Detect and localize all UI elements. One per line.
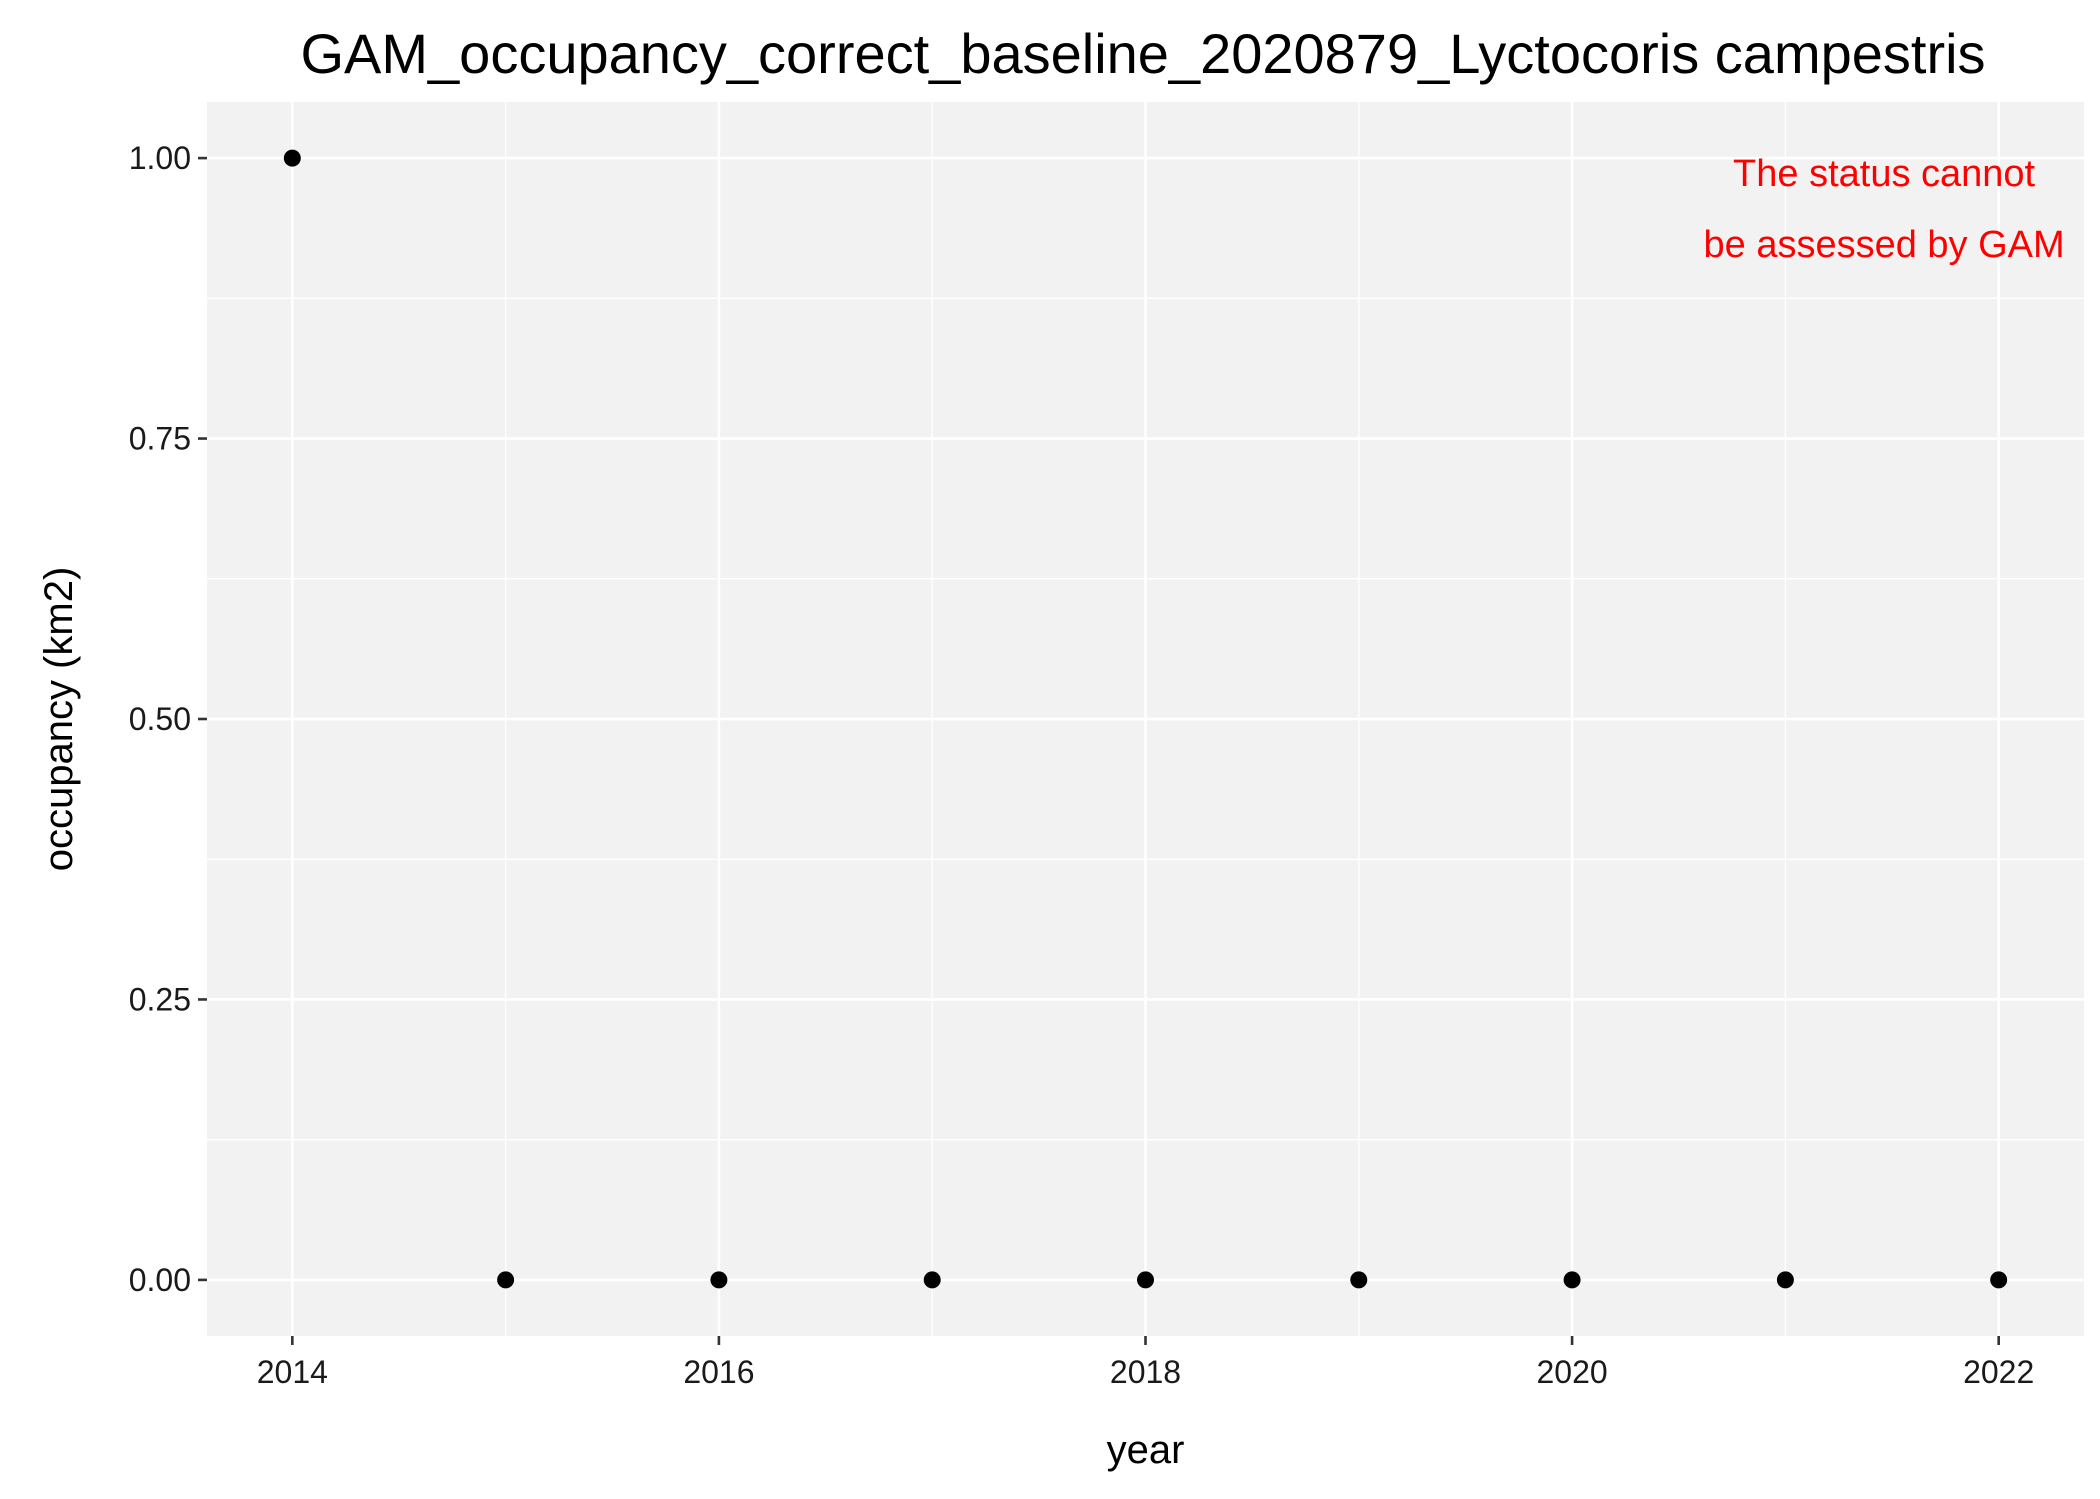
axis-ticks: 2014 2016 2018 2020 2022 0.00 0.25 0.50 0.75 1.00 bbox=[129, 140, 2035, 1390]
y-tick-label: 0.75 bbox=[129, 421, 191, 457]
data-point bbox=[923, 1271, 941, 1289]
y-tick-label: 1.00 bbox=[129, 140, 191, 176]
data-point bbox=[1563, 1271, 1581, 1289]
data-point bbox=[1776, 1271, 1794, 1289]
annotation-line-1: The status cannot bbox=[1733, 153, 2036, 195]
y-axis-title: occupancy (km2) bbox=[37, 567, 81, 872]
data-point bbox=[1350, 1271, 1368, 1289]
data-point bbox=[710, 1271, 728, 1289]
x-tick-label: 2022 bbox=[1963, 1354, 2034, 1390]
annotation-line-2: be assessed by GAM bbox=[1704, 224, 2065, 266]
data-point bbox=[497, 1271, 515, 1289]
x-axis-title: year bbox=[1107, 1428, 1185, 1472]
x-tick-label: 2016 bbox=[683, 1354, 754, 1390]
data-point bbox=[283, 149, 301, 167]
x-tick-label: 2020 bbox=[1536, 1354, 1607, 1390]
data-point bbox=[1137, 1271, 1154, 1289]
data-points bbox=[283, 149, 2008, 1289]
chart-title: GAM_occupancy_correct_baseline_2020879_L… bbox=[300, 22, 1985, 85]
status-annotation: The status cannot be assessed by GAM bbox=[1704, 153, 2065, 266]
x-tick-label: 2014 bbox=[257, 1354, 328, 1390]
data-point bbox=[1990, 1271, 2008, 1289]
y-tick-label: 0.00 bbox=[129, 1262, 191, 1298]
y-tick-label: 0.50 bbox=[129, 701, 191, 737]
y-tick-label: 0.25 bbox=[129, 981, 191, 1017]
x-tick-label: 2018 bbox=[1110, 1354, 1181, 1390]
